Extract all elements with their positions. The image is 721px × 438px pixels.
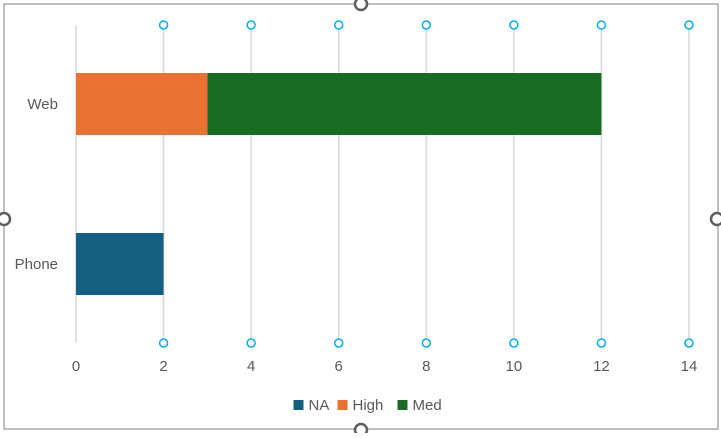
bar-web-med[interactable] — [207, 73, 602, 135]
bar-web-high[interactable] — [76, 73, 208, 135]
gridline-handle[interactable] — [596, 20, 607, 30]
category-label-phone: Phone — [15, 256, 58, 273]
gridline-handle[interactable] — [246, 20, 256, 30]
legend-label-na: NA — [309, 397, 330, 414]
legend[interactable]: NA High Med — [293, 397, 442, 414]
x-tick-label: 4 — [247, 358, 255, 375]
x-tick-label: 12 — [593, 358, 610, 375]
x-tick-label: 0 — [72, 358, 80, 375]
gridline-handle[interactable] — [158, 338, 169, 348]
gridline-handle[interactable] — [684, 338, 694, 348]
resize-handle-top[interactable] — [353, 0, 369, 12]
resize-handle-bottom[interactable] — [353, 422, 369, 438]
chart-area-border — [3, 3, 719, 430]
gridline-handle[interactable] — [421, 338, 432, 348]
legend-label-high: High — [353, 397, 384, 414]
gridline-handle[interactable] — [509, 20, 519, 30]
gridline-handle[interactable] — [333, 338, 344, 348]
gridline-handle[interactable] — [158, 20, 169, 30]
gridline-handle[interactable] — [246, 338, 256, 348]
gridlines — [75, 25, 690, 343]
y-axis-category-labels: Web Phone — [15, 96, 58, 273]
gridline-handle[interactable] — [333, 20, 344, 30]
x-tick-label: 8 — [422, 358, 430, 375]
legend-label-med: Med — [413, 397, 442, 414]
x-tick-label: 6 — [335, 358, 343, 375]
legend-swatch-med — [397, 400, 408, 410]
legend-swatch-na — [293, 400, 304, 410]
x-tick-label: 10 — [506, 358, 523, 375]
selection-handles — [158, 20, 694, 348]
x-tick-label: 14 — [681, 358, 698, 375]
x-axis-tick-labels: 0 2 4 6 8 10 12 14 — [72, 358, 698, 375]
resize-handle-left[interactable] — [0, 211, 12, 227]
bars — [76, 73, 602, 295]
legend-swatch-high — [337, 400, 348, 410]
gridline-handle[interactable] — [684, 20, 694, 30]
gridline-handle[interactable] — [421, 20, 432, 30]
category-label-web: Web — [27, 96, 58, 113]
resize-handle-right[interactable] — [709, 211, 721, 227]
gridline-handle[interactable] — [596, 338, 607, 348]
gridline-handle[interactable] — [509, 338, 519, 348]
bar-phone-na[interactable] — [76, 233, 164, 295]
x-tick-label: 2 — [159, 358, 167, 375]
